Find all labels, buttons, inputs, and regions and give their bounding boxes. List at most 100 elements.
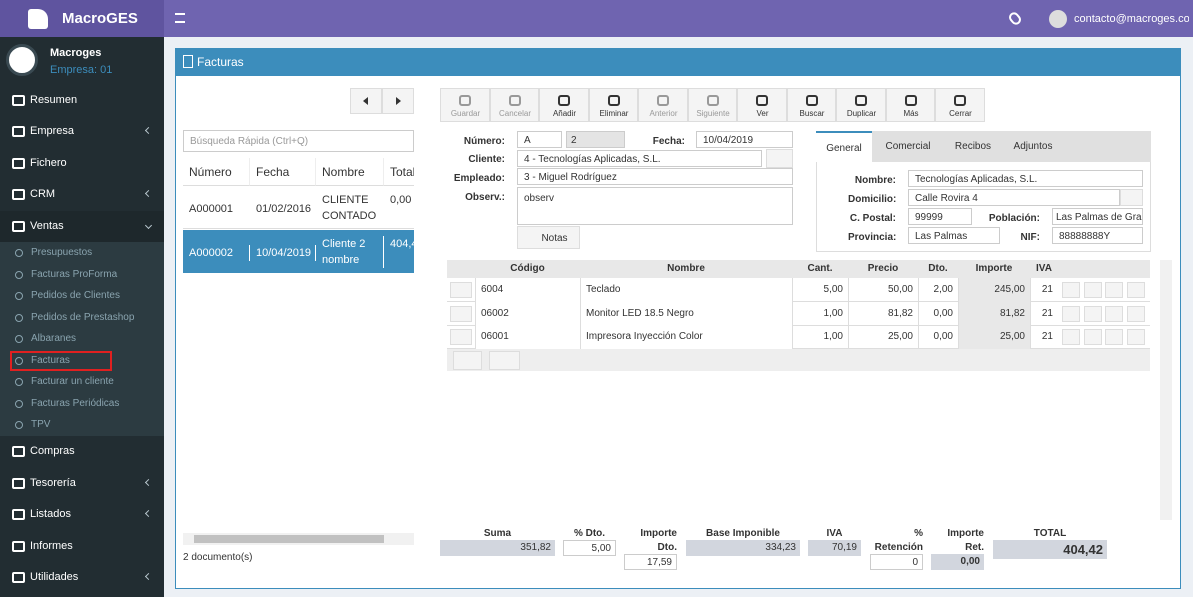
menu-item[interactable]: Empresa [0,116,164,147]
menu-item[interactable]: CRM [0,179,164,210]
line-action-button[interactable] [1105,305,1123,322]
lines-cell[interactable]: 0,00 [918,325,958,350]
toolbar-button[interactable]: Ver [737,88,787,122]
lines-cell[interactable]: Teclado [580,278,792,302]
tab[interactable]: Recibos [954,141,992,152]
line-action-button[interactable] [1062,305,1080,322]
search-line-button[interactable] [450,282,472,298]
toolbar-button[interactable]: Buscar [786,88,836,122]
lines-cell[interactable]: Monitor LED 18.5 Negro [580,301,792,326]
observ-textarea[interactable]: observ [517,187,793,225]
toolbar-button[interactable]: Anterior [638,88,688,122]
lines-cell[interactable]: 06002 [475,301,580,326]
menu-icon [12,509,25,520]
numero-input[interactable]: 2 [566,131,625,148]
poblacion-input[interactable]: Las Palmas de Gran [1052,208,1143,225]
toolbar-button[interactable]: Duplicar [836,88,886,122]
line-action-button[interactable] [1105,329,1123,346]
nif-input[interactable]: 88888888Y [1052,227,1143,244]
toolbar-button[interactable]: Más [885,88,935,122]
cliente-select[interactable]: 4 - Tecnologías Aplicadas, S.L. [517,150,762,167]
nombre-input[interactable]: Tecnologías Aplicadas, S.L. [908,170,1143,187]
submenu-item[interactable]: TPV [0,415,164,435]
submenu-item[interactable]: Facturas Periódicas [0,394,164,414]
tab[interactable]: General [816,131,872,162]
line-action-button[interactable] [1126,282,1145,298]
submenu-item[interactable]: Facturar un cliente [0,372,164,392]
toolbar-button[interactable]: Siguiente [687,88,737,122]
lines-cell[interactable]: 1,00 [792,301,848,326]
toolbar-button[interactable]: Cancelar [489,88,539,122]
line-action-button[interactable] [1083,282,1102,298]
menu-toggle[interactable] [175,13,185,23]
lines-cell[interactable]: 0,00 [918,301,958,326]
lines-cell[interactable]: 1,00 [792,325,848,350]
toolbar-button[interactable]: Guardar [440,88,490,122]
menu-item[interactable]: Utilidades [0,562,164,593]
column-header[interactable]: Fecha [250,158,316,186]
user-email[interactable]: contacto@macroges.com [1074,13,1189,25]
empleado-select[interactable]: 3 - Miguel Rodríguez [517,168,793,185]
column-header[interactable]: Número [183,158,250,186]
notas-button[interactable]: Notas [517,226,580,249]
line-action-button[interactable] [1083,329,1102,346]
menu-item[interactable]: Resumen [0,85,164,116]
line-action-button[interactable] [1126,329,1145,346]
submenu-item[interactable]: Pedidos de Clientes [0,286,164,306]
add-line-button[interactable] [453,351,482,370]
toolbar-icon [805,95,818,106]
total-label: TOTAL [1033,528,1067,539]
column-header[interactable]: Total [384,158,414,186]
top-bar [0,0,1193,37]
menu-item[interactable]: Compras [0,436,164,467]
toolbar-button[interactable]: Cerrar [935,88,985,122]
tab[interactable]: Adjuntos [1013,141,1053,152]
line-action-button[interactable] [1083,305,1102,322]
search-input[interactable]: Búsqueda Rápida (Ctrl+Q) [183,130,414,152]
submenu-item[interactable]: Facturas ProForma [0,265,164,285]
menu-item[interactable]: Fichero [0,148,164,179]
submenu-item[interactable]: Facturas [0,351,164,371]
fecha-input[interactable]: 10/04/2019 [696,131,793,148]
menu-item[interactable]: Listados [0,499,164,530]
line-action-button[interactable] [1105,282,1123,298]
cpostal-input[interactable]: 99999 [908,208,972,225]
lines-cell[interactable]: 5,00 [792,278,848,302]
toolbar-button[interactable]: Eliminar [588,88,638,122]
submenu-item[interactable]: Pedidos de Prestashop [0,308,164,328]
toolbar-label: Anterior [649,109,678,118]
map-button[interactable] [1120,189,1143,206]
submenu-item[interactable]: Presupuestos [0,243,164,263]
search-line-button[interactable] [450,329,472,346]
prev-button[interactable] [350,88,382,114]
total-value[interactable]: 0 [870,554,923,570]
v-scrollbar[interactable] [1160,260,1172,520]
tab[interactable]: Comercial [885,141,931,152]
serie-select[interactable]: A [517,131,562,148]
domicilio-input[interactable]: Calle Rovira 4 [908,189,1120,206]
lines-cell[interactable]: 06001 [475,325,580,350]
column-header[interactable]: Nombre [316,158,384,186]
lines-cell[interactable]: 81,82 [848,301,918,326]
lines-cell[interactable]: 50,00 [848,278,918,302]
lines-cell[interactable]: 6004 [475,278,580,302]
lines-cell[interactable]: 2,00 [918,278,958,302]
delete-line-button[interactable] [489,351,520,370]
toolbar-button[interactable]: Añadir [539,88,589,122]
total-value[interactable]: 5,00 [563,540,616,556]
line-action-button[interactable] [1062,282,1080,298]
search-line-button[interactable] [450,305,472,322]
line-action-button[interactable] [1126,305,1145,322]
lines-cell[interactable]: Impresora Inyección Color [580,325,792,350]
provincia-input[interactable]: Las Palmas [908,227,1000,244]
submenu-item[interactable]: Albaranes [0,329,164,349]
cliente-button[interactable] [766,149,793,168]
list-row[interactable]: A000001 01/02/2016 CLIENTE CONTADO 0,00 [183,186,414,229]
menu-item[interactable]: Informes [0,531,164,562]
line-action-button[interactable] [1062,329,1080,346]
menu-item[interactable]: Ventas [0,211,164,242]
menu-item[interactable]: Tesorería [0,468,164,499]
lines-cell[interactable]: 25,00 [848,325,918,350]
lines-cell: 21 [1030,301,1058,326]
